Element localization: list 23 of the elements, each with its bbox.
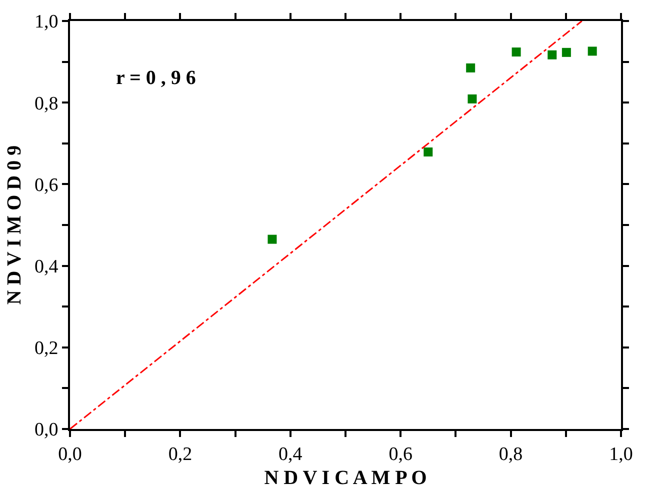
point	[466, 63, 476, 72]
x-tick-label: 0,0	[58, 444, 82, 465]
y-tick-label: 1,0	[34, 12, 58, 33]
point	[588, 46, 597, 56]
point	[268, 234, 277, 244]
x-tick-label: 0,8	[498, 444, 523, 465]
annotation: r = 0 , 9 6	[116, 67, 196, 89]
point	[512, 48, 521, 57]
x-tick-label: 0,4	[278, 444, 303, 465]
y-tick-label: 0,2	[34, 338, 58, 360]
point	[468, 94, 477, 104]
point	[548, 50, 557, 60]
point	[424, 147, 433, 156]
y-tick-label: 0,6	[34, 174, 58, 196]
y-axis-title: N D V I M O D 0 9	[3, 145, 26, 305]
y-tick-label: 0,4	[34, 256, 59, 278]
y-tick-label: 0,0	[34, 420, 58, 441]
point	[562, 48, 571, 57]
x-tick-label: 1,0	[609, 444, 633, 465]
x-tick-label: 0,6	[388, 444, 412, 465]
y-tick-label: 0,8	[34, 93, 58, 114]
x-tick-label: 0,2	[168, 444, 192, 465]
x-axis-title: N D V I C A M P O	[264, 466, 427, 489]
